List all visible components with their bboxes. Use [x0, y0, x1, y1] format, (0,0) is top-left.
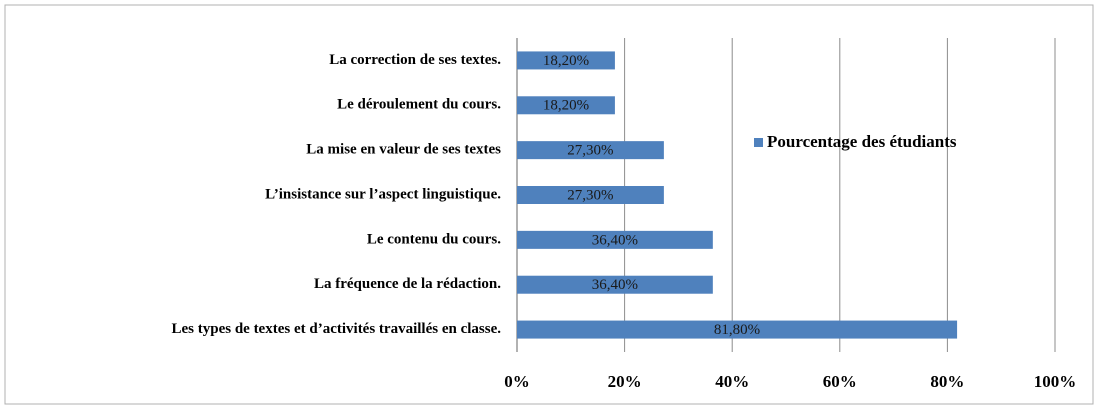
value-label: 81,80% — [714, 322, 760, 338]
category-label: Le contenu du cours. — [367, 231, 501, 247]
bar — [517, 186, 664, 204]
bar — [517, 51, 615, 70]
x-tick-label: 60% — [823, 372, 857, 391]
bar — [517, 275, 713, 294]
x-tick-label: 100% — [1034, 372, 1077, 391]
category-label: Les types de textes et d’activités trava… — [171, 321, 501, 337]
category-label: La correction de ses textes. — [329, 52, 501, 68]
x-tick-label: 80% — [930, 372, 964, 391]
value-label: 18,20% — [543, 98, 589, 114]
bar — [517, 320, 958, 339]
category-label: L’insistance sur l’aspect linguistique. — [265, 186, 501, 202]
category-label: La fréquence de la rédaction. — [314, 276, 501, 292]
x-tick-label: 20% — [608, 372, 642, 391]
x-tick-label: 40% — [715, 372, 749, 391]
bar — [517, 96, 615, 115]
category-label: La mise en valeur de ses textes — [306, 142, 501, 158]
value-label: 27,30% — [567, 143, 613, 159]
bar — [517, 230, 713, 249]
value-label: 36,40% — [592, 232, 638, 248]
value-label: 36,40% — [592, 277, 638, 293]
value-label: 27,30% — [567, 187, 613, 203]
bar — [517, 141, 664, 160]
x-tick-label: 0% — [504, 372, 530, 391]
legend-swatch — [754, 138, 763, 147]
category-label: Le déroulement du cours. — [337, 97, 501, 113]
legend-label: Pourcentage des étudiants — [767, 132, 957, 151]
value-label: 18,20% — [543, 53, 589, 69]
